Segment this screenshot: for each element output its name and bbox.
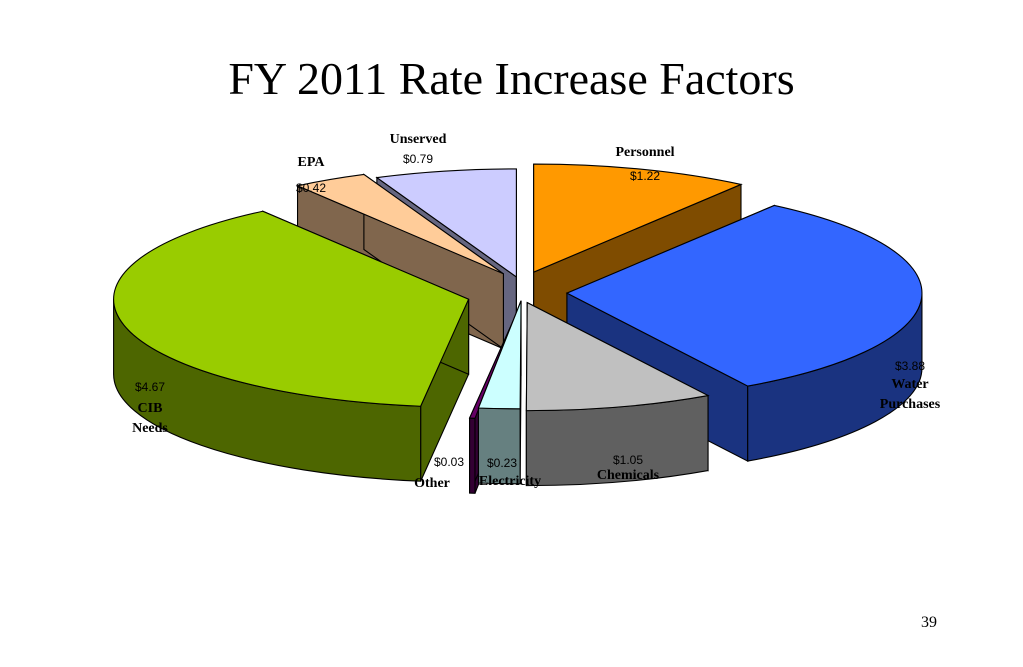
slice-name-label-personnel: Personnel	[615, 145, 674, 160]
pie-slice-top-water-purchases	[565, 204, 923, 387]
slice-name-label-unserved: Unserved	[390, 132, 447, 147]
slice-name-label-epa: EPA	[298, 155, 326, 170]
pie-slice-top-epa	[295, 173, 504, 275]
pie-slice-chemicals	[525, 301, 710, 487]
pie-slice-top-chemicals	[525, 301, 710, 412]
slice-value-label-cib-needs: $4.67	[135, 380, 165, 394]
slice-value-label-water-purchases: $3.88	[895, 359, 925, 373]
slice-name-label-chemicals: Chemicals	[597, 468, 660, 483]
slice-value-label-chemicals: $1.05	[613, 453, 643, 467]
slice-name-label-cib-needs: CIB Needs	[132, 401, 168, 436]
pie-slice-top-unserved	[375, 168, 517, 278]
slice-value-label-unserved: $0.79	[403, 152, 433, 166]
slice-value-label-epa: $0.42	[296, 181, 326, 195]
pie-slice-top-personnel	[533, 163, 743, 273]
slice-name-label-electricity: Electricity	[479, 474, 541, 489]
pie-slice-top-cib-needs	[113, 210, 470, 407]
slice-value-label-personnel: $1.22	[630, 169, 660, 183]
pie-slice-cib-needs	[113, 210, 470, 482]
slice-value-label-other: $0.03	[434, 455, 464, 469]
pie-slice-top-electricity	[477, 300, 522, 410]
slide-title: FY 2011 Rate Increase Factors	[228, 53, 795, 104]
slice-value-label-electricity: $0.23	[487, 456, 517, 470]
pie-slice-electricity	[477, 300, 522, 485]
pie-slice-top-other	[468, 310, 519, 419]
page-number: 39	[921, 614, 937, 631]
slice-name-label-other: Other	[414, 476, 450, 491]
slice-name-label-water-purchases: Water Purchases	[880, 377, 941, 412]
